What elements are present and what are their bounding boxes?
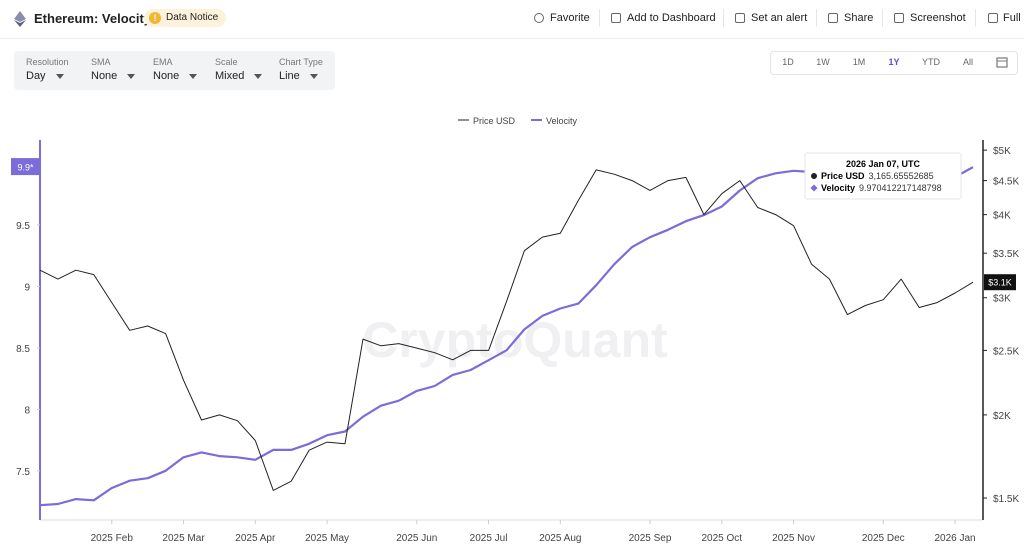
range-button[interactable]: YTD (922, 57, 940, 67)
toolbar-control[interactable]: Chart Type Line (279, 51, 337, 90)
y2-tick-label: $2K (993, 411, 1011, 422)
eth-icon (14, 11, 26, 27)
x-tick-label: 2026 Jan (934, 533, 975, 544)
tooltip-value: 3,165.65552685 (869, 171, 934, 181)
legend-label: Price USD (473, 116, 516, 126)
x-tick-label: 2025 Apr (235, 533, 276, 544)
separator (723, 9, 724, 27)
tooltip-name: Velocity (821, 183, 855, 193)
y2-tick-label: $4K (993, 211, 1011, 222)
x-tick-label: 2025 May (305, 533, 349, 544)
tooltip-date: 2026 Jan 07, UTC (846, 159, 921, 169)
action-icon (735, 13, 745, 23)
separator (975, 9, 976, 27)
control-label: Scale (215, 57, 238, 67)
series-line (39, 169, 974, 491)
action-icon (611, 13, 621, 23)
action-icon (988, 13, 998, 23)
dropdown-caret (127, 74, 135, 79)
dropdown-caret (310, 74, 318, 79)
action-button[interactable]: Favorite (550, 12, 590, 24)
separator (599, 9, 600, 27)
action-button[interactable]: Set an alert (751, 12, 808, 24)
action-icon (534, 13, 544, 23)
toolbar: Resolution Day SMA None EMA None Scale Mixed Cha… (14, 51, 335, 90)
control-label: Chart Type (279, 57, 323, 67)
dropdown-caret (254, 74, 262, 79)
range-selector (770, 51, 1018, 75)
control-value: Line (279, 70, 300, 82)
calendar-icon[interactable] (996, 56, 1008, 68)
control-label: SMA (91, 57, 111, 67)
y-tick-label: 8 (24, 405, 30, 416)
separator (882, 9, 883, 27)
toolbar-control[interactable]: EMA None (153, 51, 211, 90)
dropdown-caret (56, 74, 64, 79)
y2-tick-label: $3K (993, 294, 1011, 305)
action-button[interactable]: Screenshot (910, 12, 966, 24)
action-button[interactable]: Share (844, 12, 874, 24)
data-notice[interactable]: ! Data Notice (144, 9, 227, 27)
y-tick-label: 9 (24, 282, 30, 293)
range-button[interactable]: All (962, 57, 973, 67)
control-label: Resolution (26, 57, 69, 67)
x-tick-label: 2025 Aug (539, 533, 581, 544)
control-label: EMA (153, 57, 173, 67)
control-value: None (91, 70, 118, 82)
dropdown-caret (189, 74, 197, 79)
page-title: Ethereum: Velocity (34, 11, 152, 26)
action-icon (828, 13, 838, 23)
y2-tick-label: $2.5K (993, 346, 1019, 357)
action-button[interactable]: Add to Dashboard (627, 12, 716, 24)
tooltip-value: 9.970412217148798 (859, 183, 942, 193)
tooltip-marker (810, 184, 818, 192)
value-badge (984, 274, 1016, 291)
x-tick-label: 2025 Dec (862, 533, 905, 544)
range-button[interactable]: 1M (852, 57, 866, 67)
range-button[interactable]: 1Y (888, 57, 900, 67)
x-tick-label: 2025 Mar (162, 533, 205, 544)
x-tick-label: 2025 Oct (702, 533, 743, 544)
control-value: None (153, 70, 180, 82)
action-button[interactable]: Full (1003, 12, 1021, 24)
x-tick-label: 2025 Feb (91, 533, 134, 544)
toolbar-control[interactable]: SMA None (91, 51, 149, 90)
range-button[interactable]: 1W (816, 57, 830, 67)
chart: CryptoQuant7.588.599.5$1.5K$2K$2.5K$3K$3… (11, 116, 1019, 544)
header: Ethereum: Velocity ! Data Notice Favorite… (0, 0, 1024, 39)
toolbar-control[interactable]: Resolution Day (26, 51, 84, 90)
control-value: Day (26, 70, 46, 82)
x-tick-label: 2025 Jul (470, 533, 508, 544)
x-tick-label: 2025 Sep (629, 533, 672, 544)
tooltip-box (804, 152, 962, 200)
legend-label: Velocity (546, 116, 578, 126)
toolbar-control[interactable]: Scale Mixed (215, 51, 273, 90)
tooltip-marker (811, 173, 817, 179)
value-badge-label: $3.1K (988, 278, 1012, 288)
y-tick-label: 7.5 (16, 467, 30, 478)
action-icon (894, 13, 904, 23)
y2-tick-label: $4.5K (993, 177, 1019, 188)
control-value: Mixed (215, 70, 245, 82)
separator (816, 9, 817, 27)
y-tick-label: 8.5 (16, 344, 30, 355)
value-badge-label: 9.9* (17, 163, 34, 173)
x-tick-label: 2025 Nov (772, 533, 815, 544)
data-notice-text: Data Notice (166, 12, 219, 23)
y-tick-label: 9.5 (16, 221, 30, 232)
tooltip-name: Price USD (821, 171, 865, 181)
y2-tick-label: $5K (993, 146, 1011, 157)
y2-tick-label: $3.5K (993, 249, 1019, 260)
y2-tick-label: $1.5K (993, 494, 1019, 505)
value-badge (11, 158, 40, 176)
x-tick-label: 2025 Jun (396, 533, 437, 544)
range-button[interactable]: 1D (782, 57, 794, 67)
